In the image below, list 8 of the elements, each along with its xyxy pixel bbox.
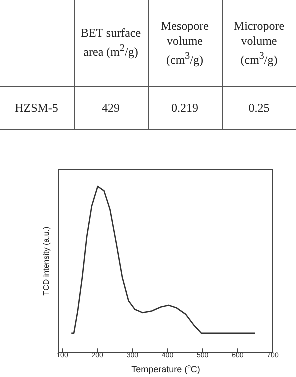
text: 0.25 [222, 86, 296, 130]
y-axis-title: TCD intensity (a.u.) [42, 226, 52, 296]
text: Mesopore volume (cm$^{3}$/g) [148, 0, 222, 86]
text: BET surface area (m$^{2}$/g) [74, 0, 148, 86]
text: HZSM-5 [0, 86, 74, 130]
text: 429 [74, 86, 148, 130]
text: 0.219 [148, 86, 222, 130]
text: Micropore volume (cm$^{3}$/g) [222, 0, 296, 86]
